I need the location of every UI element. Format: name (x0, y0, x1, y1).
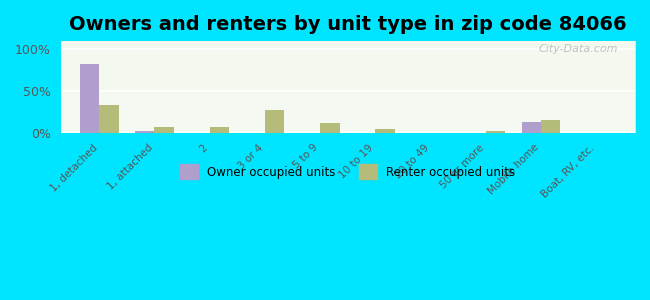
Title: Owners and renters by unit type in zip code 84066: Owners and renters by unit type in zip c… (69, 15, 627, 34)
Legend: Owner occupied units, Renter occupied units: Owner occupied units, Renter occupied un… (176, 160, 520, 184)
Text: City-Data.com: City-Data.com (538, 44, 617, 54)
Bar (155, 127, 174, 133)
Bar (376, 128, 395, 133)
Bar (99, 105, 118, 133)
Bar (486, 131, 505, 133)
Bar (320, 123, 339, 133)
Bar (522, 122, 541, 133)
Bar (80, 64, 99, 133)
Bar (265, 110, 284, 133)
Bar (210, 127, 229, 133)
Bar (541, 120, 560, 133)
Bar (135, 131, 155, 133)
